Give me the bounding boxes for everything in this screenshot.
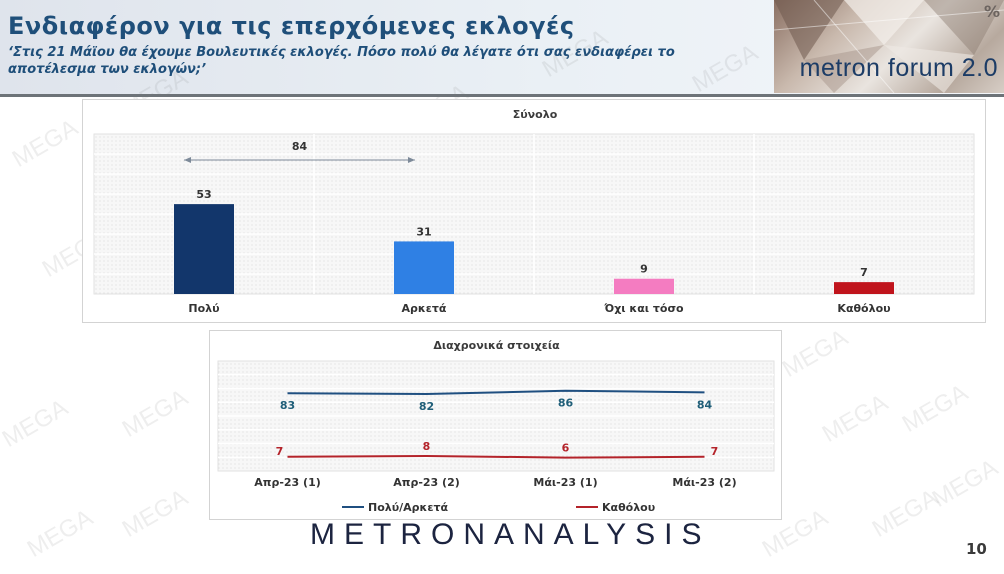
bar-value-label: 31	[416, 225, 431, 238]
legend-label: Πολύ/Αρκετά	[368, 501, 449, 514]
watermark-text: MEGA	[117, 384, 193, 443]
series-data-label: 7	[276, 445, 284, 458]
page-subtitle: ‘Στις 21 Μάϊου θα έχουμε Βουλευτικές εκλ…	[8, 45, 675, 77]
series-data-label: 7	[711, 445, 719, 458]
series-data-label: 84	[697, 398, 713, 411]
watermark-text: MEGA	[777, 324, 853, 383]
bar	[174, 204, 234, 294]
bar-category-label: Όχι και τόσο	[603, 302, 684, 315]
watermark-text: MEGA	[817, 389, 893, 448]
percent-symbol: %	[983, 2, 1000, 21]
line-category-label: Μάι-23 (1)	[533, 476, 597, 489]
series-line	[287, 454, 705, 459]
series-data-label: 8	[423, 440, 431, 453]
metron-analysis-brand: METRONANALYSIS	[310, 518, 711, 551]
bar-value-label: 9	[640, 263, 648, 276]
watermark-text: MEGA	[0, 394, 73, 453]
watermark-text: MEGA	[7, 114, 83, 173]
logo-text: metron forum 2.0	[799, 54, 998, 82]
watermark-text: MEGA	[117, 484, 193, 543]
trend-line-chart-panel: Διαχρονικά στοιχεία 83 82 86 84 7 8 6 7 Απρ-23 (…	[209, 330, 782, 520]
line-chart-title: Διαχρονικά στοιχεία	[433, 339, 560, 352]
bar-chart: 53 Πολύ 31 Αρκετά 9 Όχι και τόσο 7 Καθόλου 84	[93, 133, 975, 315]
line-category-label: Μάι-23 (2)	[672, 476, 736, 489]
annotation-label: 84	[292, 140, 308, 153]
total-bar-chart-panel: Σύνολο 53 Πολύ 31 Αρκετά 9 Όχι και τόσο 7 Καθόλ…	[82, 99, 986, 323]
bar-value-label: 53	[196, 188, 211, 201]
slide-header: Ενδιαφέρον για τις επερχόμενες εκλογές ‘…	[0, 0, 1004, 97]
bar	[834, 282, 894, 294]
page-title: Ενδιαφέρον για τις επερχόμενες εκλογές	[8, 12, 575, 40]
series-data-label: 86	[558, 397, 574, 410]
series-data-label: 6	[562, 442, 570, 455]
watermark-text: MEGA	[927, 454, 1003, 513]
metron-forum-logo: % metron forum 2.0	[774, 0, 1004, 93]
watermark-text: MEGA	[867, 484, 943, 543]
bar-chart-title: Σύνολο	[512, 108, 558, 121]
series-line	[287, 389, 705, 396]
bar	[614, 278, 674, 294]
bar-category-label: Καθόλου	[837, 302, 890, 315]
line-category-label: Απρ-23 (2)	[393, 476, 460, 489]
bar	[394, 241, 454, 294]
watermark-text: MEGA	[897, 379, 973, 438]
annotation-arrowhead-left	[184, 157, 191, 163]
annotation-arrowhead-right	[408, 157, 415, 163]
legend-label: Καθόλου	[602, 501, 655, 514]
series-data-label: 82	[419, 400, 434, 413]
bar-category-label: Πολύ	[188, 302, 219, 315]
watermark-text: MEGA	[22, 504, 98, 563]
page-number: 10	[966, 540, 987, 558]
series-data-label: 83	[280, 399, 295, 412]
bar-category-label: Αρκετά	[402, 302, 447, 315]
header-divider	[0, 94, 1004, 97]
line-category-label: Απρ-23 (1)	[254, 476, 321, 489]
logo-glass-pattern	[774, 0, 1004, 93]
bar-value-label: 7	[860, 266, 868, 279]
